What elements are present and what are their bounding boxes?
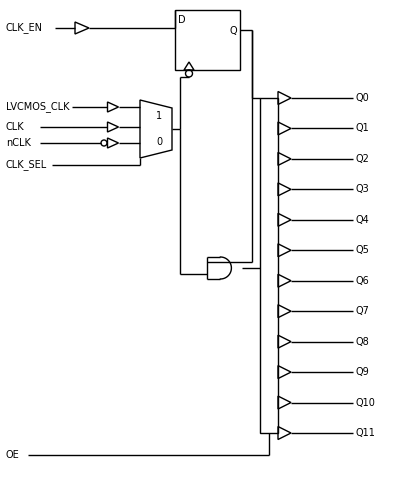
Text: Q6: Q6 bbox=[355, 276, 369, 286]
Text: CLK_EN: CLK_EN bbox=[6, 23, 43, 34]
Text: Q7: Q7 bbox=[355, 306, 369, 316]
Text: Q11: Q11 bbox=[355, 428, 375, 438]
Text: 0: 0 bbox=[156, 137, 162, 147]
Text: Q1: Q1 bbox=[355, 124, 369, 134]
Text: CLK: CLK bbox=[6, 122, 25, 132]
Text: OE: OE bbox=[6, 450, 20, 460]
Text: 1: 1 bbox=[156, 111, 162, 121]
Text: Q8: Q8 bbox=[355, 337, 369, 347]
Text: Q0: Q0 bbox=[355, 93, 369, 103]
Bar bbox=[175, 10, 240, 70]
Text: Q5: Q5 bbox=[355, 245, 369, 255]
Text: Q3: Q3 bbox=[355, 184, 369, 194]
Text: Q2: Q2 bbox=[355, 154, 369, 164]
Text: Q4: Q4 bbox=[355, 215, 369, 225]
Text: LVCMOS_CLK: LVCMOS_CLK bbox=[6, 102, 69, 113]
Text: Q9: Q9 bbox=[355, 367, 369, 377]
Text: Q10: Q10 bbox=[355, 398, 375, 408]
Text: Q: Q bbox=[229, 26, 237, 36]
Text: CLK_SEL: CLK_SEL bbox=[6, 160, 47, 171]
Text: nCLK: nCLK bbox=[6, 138, 31, 148]
Bar bbox=[260, 98, 278, 433]
Text: D: D bbox=[178, 15, 186, 25]
